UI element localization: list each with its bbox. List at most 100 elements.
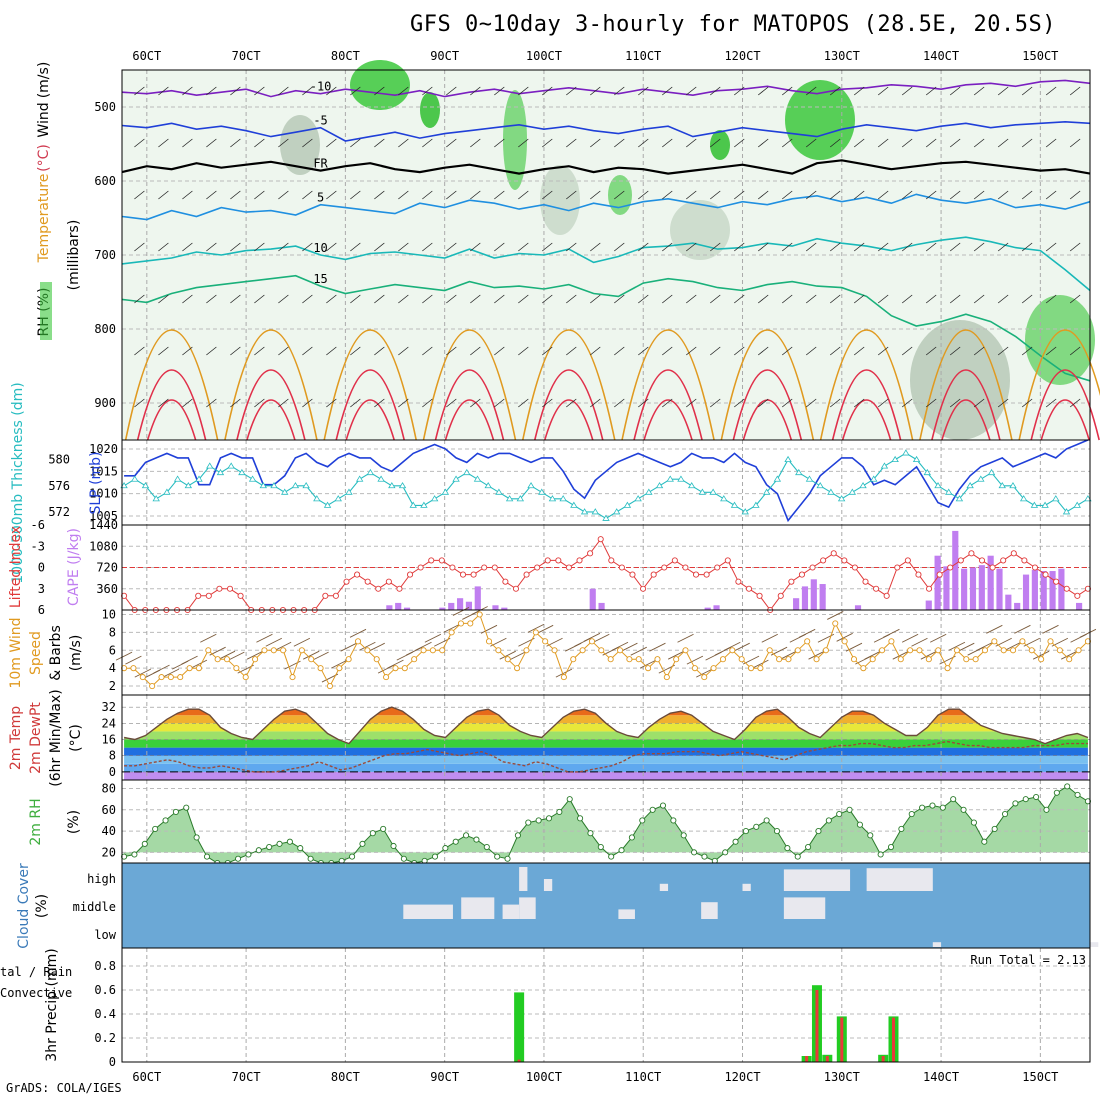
- wind-barb: [877, 346, 889, 356]
- wind-barb: [254, 294, 265, 304]
- lifted-index-marker: [396, 585, 403, 592]
- y-tick-label-left: 576: [48, 479, 70, 493]
- thickness-marker: [1052, 495, 1060, 502]
- y-tick-label: 16: [102, 733, 116, 747]
- wind-barb: [662, 242, 673, 252]
- y-axis-label-wind10m: 10m Wind: [8, 617, 24, 688]
- temperature-contour-low: [224, 329, 318, 441]
- wind-barb: [925, 294, 937, 304]
- rh-marker: [970, 819, 977, 826]
- wind-barb-10m: [986, 624, 1003, 634]
- wind-barb: [278, 398, 289, 408]
- wind-barb: [134, 242, 145, 252]
- wind-barb: [374, 138, 385, 148]
- wind-barb: [398, 190, 409, 200]
- wind-barb: [781, 86, 793, 96]
- wind-barb: [1021, 294, 1033, 304]
- wind-barb-10m: [920, 650, 938, 660]
- rh-marker: [545, 815, 553, 822]
- rh-marker: [514, 832, 521, 839]
- rh-shading: [785, 80, 855, 160]
- wind-barb-10m: [246, 650, 264, 660]
- rh-marker: [131, 851, 138, 858]
- thickness-marker: [698, 488, 707, 495]
- wind-speed-marker: [223, 656, 231, 663]
- panel-frame-slp_thickness: [121, 439, 1091, 526]
- wind-barb: [326, 138, 337, 148]
- lifted-index-marker: [650, 571, 657, 578]
- temperature-contour-low: [931, 369, 1001, 441]
- y-tick-label: 500: [94, 100, 116, 114]
- wind-barb: [1045, 138, 1057, 148]
- wind-barb: [254, 346, 265, 356]
- wind-barb: [829, 138, 841, 148]
- thickness-marker: [987, 468, 996, 476]
- contour-label: 5: [317, 191, 324, 205]
- y-axis-label-temp2m: 2m Temp: [8, 706, 24, 770]
- wind-speed-marker: [813, 656, 820, 663]
- lifted-index-marker: [1010, 550, 1017, 557]
- y-tick-label-right: 360: [96, 582, 118, 596]
- wind-barb-10m: [452, 607, 470, 616]
- rh-marker: [597, 843, 604, 851]
- contour-label: FR: [313, 157, 328, 171]
- wind-speed-marker: [701, 674, 708, 681]
- lifted-index-marker: [671, 557, 678, 564]
- chart-title: GFS 0~10day 3-hourly for MATOPOS (28.5E,…: [410, 12, 1057, 37]
- cloud-bar: [701, 902, 718, 919]
- wind-barb-10m: [583, 632, 601, 642]
- wind-barb: [542, 294, 553, 304]
- rh-marker: [939, 804, 946, 811]
- wind-barb: [398, 242, 409, 252]
- wind-barb: [686, 346, 697, 356]
- x-tick-label-bottom: 100CT: [526, 1070, 562, 1084]
- rh-marker: [950, 796, 957, 803]
- wind-barb: [254, 86, 265, 96]
- lifted-index-marker: [555, 557, 562, 564]
- temp-color-band: [124, 763, 1088, 772]
- wind-barb-10m: [1004, 641, 1022, 651]
- rh-marker: [556, 808, 563, 815]
- lifted-index-marker: [512, 585, 520, 592]
- wind-barb: [470, 190, 481, 200]
- wind-barb: [518, 190, 529, 200]
- y-axis-label-lifted-index: Lifted Index: [8, 526, 24, 608]
- wind-speed-marker: [860, 665, 867, 672]
- cloud-bar: [618, 909, 635, 919]
- wind-barb: [1045, 190, 1057, 200]
- cape-bar: [448, 602, 455, 610]
- thickness-marker: [623, 501, 632, 508]
- wind-barb: [614, 190, 625, 200]
- wind-barb-10m: [359, 641, 376, 651]
- rh-marker: [566, 796, 573, 803]
- wind-barb: [206, 86, 217, 96]
- thickness-marker: [302, 481, 310, 489]
- wind-barb: [997, 138, 1009, 148]
- y-axis-label-speed: Speed: [28, 631, 44, 675]
- precip-convective-bar: [892, 1017, 896, 1062]
- wind-speed-marker: [467, 620, 474, 627]
- wind-barb: [829, 294, 841, 304]
- wind-barb: [638, 242, 649, 252]
- wind-barb: [254, 190, 265, 200]
- lifted-index-marker: [809, 564, 816, 571]
- rh-marker: [307, 855, 314, 862]
- wind-barb: [398, 86, 409, 96]
- wind-barb: [446, 398, 457, 408]
- rh-marker: [535, 817, 542, 824]
- wind-barb-10m: [752, 659, 769, 669]
- y-axis-label-ms: (m/s): [68, 635, 84, 672]
- wind-barb: [997, 86, 1009, 96]
- thickness-marker: [655, 481, 664, 489]
- cape-bar: [987, 555, 994, 610]
- lifted-index-marker: [692, 571, 700, 578]
- wind-barb: [686, 190, 697, 200]
- wind-barb: [206, 346, 217, 356]
- lifted-index-marker: [735, 578, 742, 585]
- thickness-marker: [291, 481, 300, 489]
- thickness-marker: [238, 468, 246, 476]
- wind-barb: [925, 242, 937, 252]
- wind-speed-marker: [326, 683, 333, 690]
- y-tick-label: 900: [94, 396, 116, 410]
- wind-speed-marker: [252, 656, 259, 663]
